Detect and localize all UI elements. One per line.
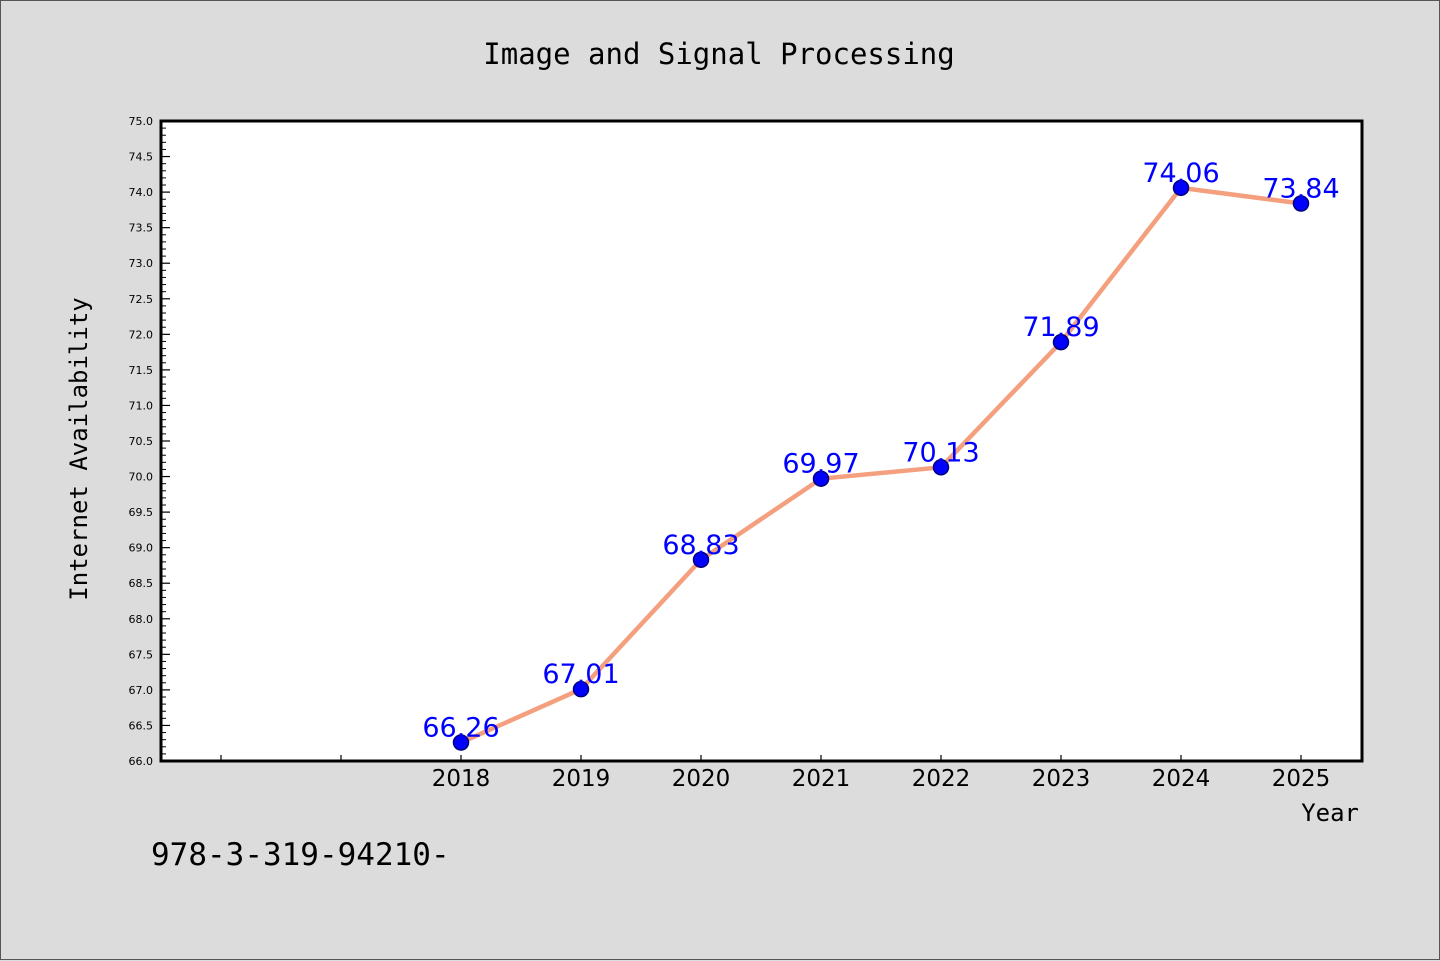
y-tick-label: 70.0 xyxy=(129,471,154,484)
x-tick-label: 2020 xyxy=(672,766,731,792)
x-tick-label: 2018 xyxy=(432,766,491,792)
data-point-marker xyxy=(452,734,470,751)
y-axis-ticks: 66.0 66.5 67.0 67.5 68.0 68.5 69.0 69.5 70.0 70.5… xyxy=(129,115,170,768)
y-tick-label: 72.0 xyxy=(129,328,154,341)
y-axis-label: Internet Availability xyxy=(65,297,93,600)
data-label: 66.26 xyxy=(422,713,499,744)
y-tick-label: 71.0 xyxy=(129,399,154,412)
data-label: 73.84 xyxy=(1262,173,1339,204)
data-label: 67.01 xyxy=(542,659,619,690)
y-tick-label: 73.5 xyxy=(129,222,154,235)
x-tick-label: 2022 xyxy=(912,766,971,792)
data-label: 70.13 xyxy=(902,437,979,468)
x-tick-label: 2021 xyxy=(792,766,851,792)
footer-text: 978-3-319-94210- xyxy=(151,837,450,873)
x-tick-label: 2023 xyxy=(1032,766,1091,792)
y-tick-label: 70.5 xyxy=(129,435,154,448)
data-point-marker xyxy=(692,551,710,569)
y-tick-label: 68.5 xyxy=(129,577,154,590)
y-tick-label: 71.5 xyxy=(129,364,154,377)
data-point-marker xyxy=(932,459,950,476)
y-tick-label: 68.0 xyxy=(129,613,154,626)
y-tick-label: 66.0 xyxy=(129,755,154,768)
series-line-group: 66.26 67.01 68.83 69.97 70.13 71.89 74.06 73.84 xyxy=(422,158,1340,751)
chart-title: Image and Signal Processing xyxy=(483,37,954,71)
data-point-marker xyxy=(1172,179,1190,197)
y-tick-label: 74.0 xyxy=(129,186,154,199)
series-line xyxy=(460,185,1302,745)
data-point-marker xyxy=(1292,195,1310,212)
data-point-marker xyxy=(1052,333,1070,351)
y-tick-label: 75.0 xyxy=(129,115,154,128)
y-tick-label: 66.5 xyxy=(129,719,154,732)
y-tick-label: 67.5 xyxy=(129,648,154,661)
y-tick-label: 67.0 xyxy=(129,684,154,697)
y-tick-label: 73.0 xyxy=(129,257,154,270)
y-tick-label: 74.5 xyxy=(129,151,154,164)
data-label: 71.89 xyxy=(1022,312,1099,343)
y-tick-label: 69.0 xyxy=(129,542,154,555)
data-point-marker xyxy=(812,470,830,487)
x-tick-label: 2025 xyxy=(1272,766,1331,792)
data-label: 74.06 xyxy=(1142,158,1219,189)
x-tick-label: 2024 xyxy=(1152,766,1211,792)
data-point-marker xyxy=(572,680,590,698)
x-tick-label: 2019 xyxy=(552,766,611,792)
x-axis-ticks: 2018 2019 2020 2021 2022 2023 2024 2025 xyxy=(220,755,1331,792)
x-axis-label: Year xyxy=(1301,799,1359,827)
y-tick-label: 72.5 xyxy=(129,293,154,306)
data-label: 69.97 xyxy=(782,449,859,480)
data-label: 68.83 xyxy=(662,530,739,561)
plot-area xyxy=(159,119,1364,763)
y-tick-label: 69.5 xyxy=(129,506,154,519)
